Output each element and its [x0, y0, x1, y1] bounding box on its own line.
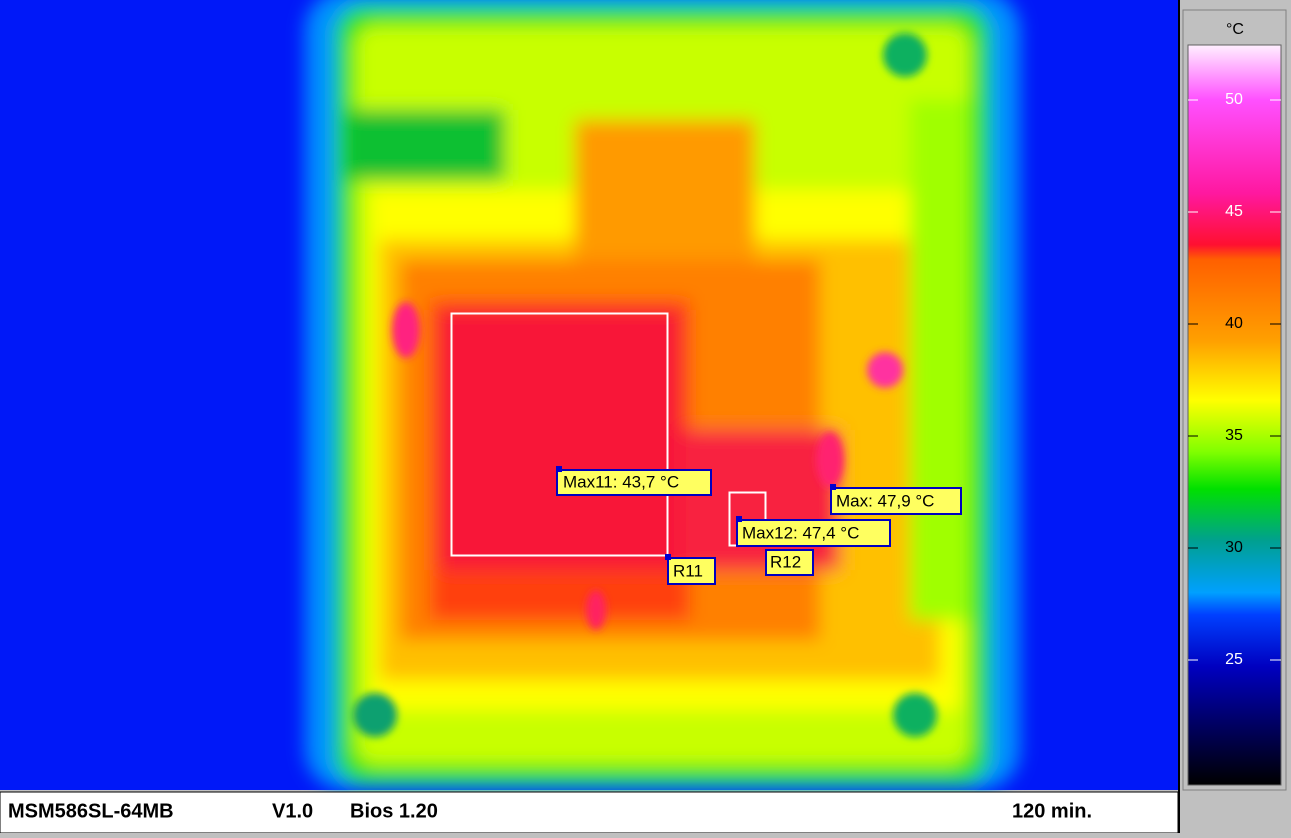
tick-label: 40 — [1225, 315, 1243, 332]
status-text: V1.0 — [272, 800, 313, 822]
tick-label: 50 — [1225, 91, 1243, 108]
anchor — [830, 484, 836, 490]
status-text: 120 min. — [1012, 800, 1092, 822]
annotation-label: Max: 47,9 °C — [836, 491, 934, 510]
scale-unit: °C — [1226, 21, 1244, 38]
status-text: MSM586SL-64MB — [8, 800, 174, 822]
annotation-label: R11 — [673, 561, 703, 580]
status-bar — [0, 792, 1178, 833]
anchor — [556, 466, 562, 472]
status-text: Bios 1.20 — [350, 800, 438, 822]
thermal-image — [0, 0, 1178, 790]
tick-label: 25 — [1225, 651, 1243, 668]
annotation-label: Max12: 47,4 °C — [742, 523, 859, 542]
annotation-label: R12 — [770, 552, 801, 571]
page: Max11: 43,7 °C R11 Max12: 47,4 °C R12 Ma… — [0, 0, 1291, 833]
tick-label: 45 — [1225, 203, 1243, 220]
tick-label: 35 — [1225, 427, 1243, 444]
color-bar — [1188, 45, 1281, 785]
thermal-view: Max11: 43,7 °C R11 Max12: 47,4 °C R12 Ma… — [0, 0, 1291, 833]
anchor — [736, 516, 742, 522]
annotation-label: Max11: 43,7 °C — [563, 472, 679, 491]
tick-label: 30 — [1225, 539, 1243, 556]
anchor — [665, 554, 671, 560]
